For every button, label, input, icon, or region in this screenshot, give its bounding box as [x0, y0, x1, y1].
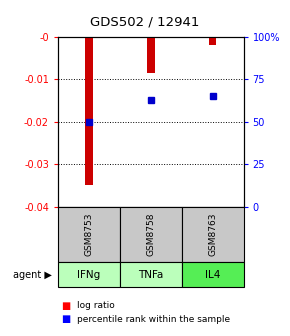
Text: IFNg: IFNg	[77, 270, 101, 280]
Text: GSM8763: GSM8763	[208, 213, 217, 256]
Text: ■: ■	[61, 301, 70, 311]
Text: percentile rank within the sample: percentile rank within the sample	[77, 315, 230, 324]
Text: log ratio: log ratio	[77, 301, 115, 310]
Bar	[147, 37, 155, 73]
Text: IL4: IL4	[205, 270, 220, 280]
Text: GSM8758: GSM8758	[146, 213, 155, 256]
Text: ■: ■	[61, 314, 70, 324]
Text: GSM8753: GSM8753	[84, 213, 93, 256]
Text: GDS502 / 12941: GDS502 / 12941	[90, 15, 200, 28]
Text: TNFa: TNFa	[138, 270, 164, 280]
Text: agent ▶: agent ▶	[13, 270, 52, 280]
Bar	[85, 37, 93, 185]
Bar	[209, 37, 216, 45]
